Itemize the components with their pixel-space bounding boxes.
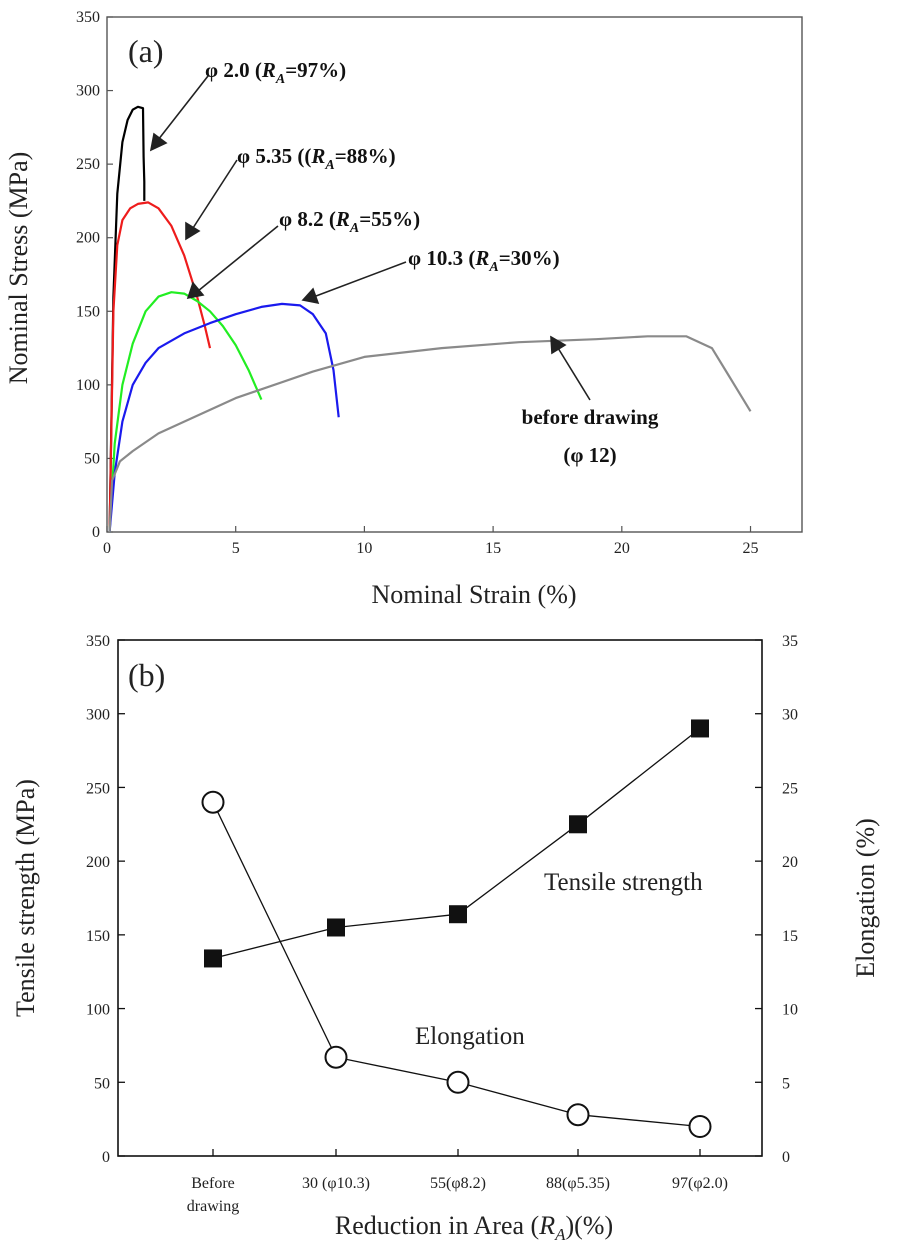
- series-line-5-35-r-a-88: [108, 201, 212, 533]
- arrow-phi-8-2: [197, 225, 279, 292]
- panel-a-stress-strain-chart: 0 50 100 150 200 250 300 350 0 5 10 15 20 25 (a) Nom…: [4, 9, 803, 609]
- a-y-tick-label: 150: [76, 303, 100, 320]
- arrow-phi-2-0: [157, 75, 209, 141]
- series-label-tensile-strength: Tensile strength: [544, 869, 703, 896]
- annotation-phi-10-3: φ 10.3 (RA=30%): [408, 246, 560, 275]
- b-y-tick-label: 200: [86, 854, 110, 871]
- arrow-before-drawing: [557, 347, 591, 401]
- elongation-point: [688, 1115, 712, 1138]
- annotation-phi-12: (φ 12): [563, 443, 616, 467]
- arrowhead-phi-5-35: [185, 221, 201, 241]
- b-x-tick-label: Before: [191, 1175, 235, 1192]
- panel-a-y-ticks: 0 50 100 150 200 250 300 350: [76, 9, 113, 541]
- b-y-tick-label: 250: [86, 780, 110, 797]
- annotation-arrows: [149, 75, 591, 401]
- b-y2-tick-label: 25: [782, 780, 798, 797]
- a-y-tick-label: 100: [76, 377, 100, 394]
- panel-b-x-ticks: Before drawing 30 (φ10.3) 55(φ8.2) 88(φ5.35)…: [187, 1149, 728, 1215]
- a-x-tick-label: 5: [232, 540, 240, 557]
- a-y-tick-label: 200: [76, 230, 100, 247]
- series-line-before-drawing-12: [108, 335, 752, 533]
- b-x-tick-label: 97(φ2.0): [672, 1175, 728, 1192]
- panel-b-strength-elongation-chart: 0 50 100 150 200 250 300 350 0 5 10 15 20 25 30 35 Bef…: [11, 633, 880, 1244]
- a-y-tick-label: 300: [76, 83, 100, 100]
- panel-a-y-axis-label: Nominal Stress (MPa): [4, 152, 33, 385]
- a-x-tick-label: 0: [103, 540, 111, 557]
- panel-b-series: [201, 719, 712, 1138]
- b-y2-tick-label: 30: [782, 707, 798, 724]
- tensile-strength-point: [204, 949, 222, 968]
- a-x-tick-label: 15: [485, 540, 501, 557]
- arrow-phi-5-35: [192, 159, 238, 229]
- b-y-tick-label: 0: [102, 1149, 110, 1166]
- arrowhead-phi-2-0: [149, 132, 168, 152]
- annotation-phi-5-35: φ 5.35 ((RA=88%): [237, 144, 396, 173]
- annotation-before-drawing: before drawing: [522, 405, 659, 429]
- panel-a-series: [108, 105, 752, 533]
- elongation-point: [446, 1070, 470, 1094]
- b-y-tick-label: 50: [94, 1075, 110, 1092]
- elongation-point: [201, 790, 225, 814]
- arrow-phi-10-3: [315, 261, 407, 297]
- annotation-phi-8-2: φ 8.2 (RA=55%): [279, 207, 420, 236]
- panel-b-label: (b): [128, 657, 165, 693]
- tensile-strength-point: [449, 905, 467, 924]
- series-line-8-2-r-a-55: [108, 291, 263, 533]
- arrowhead-phi-10-3: [301, 287, 320, 305]
- a-y-tick-label: 0: [92, 524, 100, 541]
- arrowhead-phi-8-2: [186, 281, 205, 300]
- panel-b-y-axis-label: Tensile strength (MPa): [11, 779, 40, 1017]
- tensile-strength-point: [327, 918, 345, 937]
- panel-b-left-y-ticks: 0 50 100 150 200 250 300 350: [86, 633, 125, 1166]
- b-y-tick-label: 350: [86, 633, 110, 650]
- b-y2-tick-label: 15: [782, 928, 798, 945]
- panel-b-right-y-ticks: 0 5 10 15 20 25 30 35: [755, 633, 798, 1166]
- a-y-tick-label: 350: [76, 9, 100, 26]
- annotation-phi-2-0: φ 2.0 (RA=97%): [205, 58, 346, 87]
- panel-b-plot-frame: [117, 639, 763, 1157]
- series-line-2-0-r-a-97: [108, 105, 146, 533]
- b-y-tick-label: 150: [86, 928, 110, 945]
- b-y2-tick-label: 35: [782, 633, 798, 650]
- a-y-tick-label: 50: [84, 450, 100, 467]
- panel-a-x-ticks: 0 5 10 15 20 25: [103, 526, 759, 557]
- a-x-tick-label: 25: [743, 540, 759, 557]
- b-y-tick-label: 100: [86, 1002, 110, 1019]
- b-y2-tick-label: 0: [782, 1149, 790, 1166]
- panel-b-x-axis-label: Reduction in Area (RA)(%): [335, 1211, 613, 1244]
- arrowhead-before-drawing: [550, 335, 567, 355]
- b-x-tick-label: 30 (φ10.3): [302, 1175, 370, 1192]
- panel-a-plot-frame: [106, 16, 803, 533]
- panel-a-label: (a): [128, 33, 164, 69]
- tensile-strength-point: [691, 719, 709, 738]
- b-y2-tick-label: 20: [782, 854, 798, 871]
- b-x-tick-label-line2: drawing: [187, 1198, 239, 1215]
- elongation-point: [566, 1103, 590, 1127]
- b-x-tick-label: 55(φ8.2): [430, 1175, 486, 1192]
- b-y2-tick-label: 5: [782, 1075, 790, 1092]
- series-line-10-3-r-a-30: [108, 302, 340, 533]
- b-y2-tick-label: 10: [782, 1002, 798, 1019]
- panel-b-y2-axis-label: Elongation (%): [851, 818, 880, 978]
- panel-a-x-axis-label: Nominal Strain (%): [371, 580, 576, 609]
- tensile-strength-point: [569, 815, 587, 834]
- a-x-tick-label: 10: [356, 540, 372, 557]
- a-y-tick-label: 250: [76, 156, 100, 173]
- elongation-point: [324, 1045, 348, 1069]
- series-label-elongation: Elongation: [415, 1023, 525, 1050]
- tensile-strength-line: [212, 727, 701, 960]
- b-x-tick-label: 88(φ5.35): [546, 1175, 610, 1192]
- a-x-tick-label: 20: [614, 540, 630, 557]
- b-y-tick-label: 300: [86, 707, 110, 724]
